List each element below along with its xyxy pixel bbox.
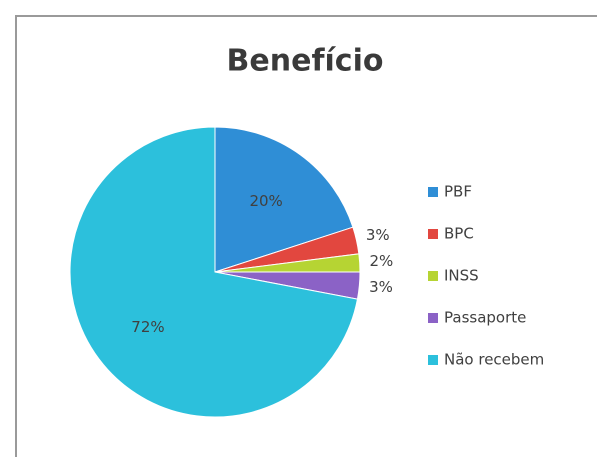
pie-slice: [69, 126, 359, 418]
data-label: 3%: [369, 278, 393, 296]
legend-label: PBF: [444, 183, 472, 201]
legend-swatch: [428, 271, 438, 281]
legend-swatch: [428, 187, 438, 197]
pie-slice: [214, 126, 354, 273]
legend-label: INSS: [444, 267, 479, 285]
chart-title: Benefício: [227, 44, 384, 79]
legend-swatch: [428, 229, 438, 239]
data-label: 3%: [366, 226, 390, 244]
legend-label: Não recebem: [444, 351, 544, 369]
data-label: 20%: [249, 192, 282, 210]
legend-swatch: [428, 355, 438, 365]
legend-label: BPC: [444, 225, 474, 243]
legend-swatch: [428, 313, 438, 323]
data-label: 2%: [370, 252, 394, 270]
legend-label: Passaporte: [444, 309, 526, 327]
data-label: 72%: [131, 318, 164, 336]
